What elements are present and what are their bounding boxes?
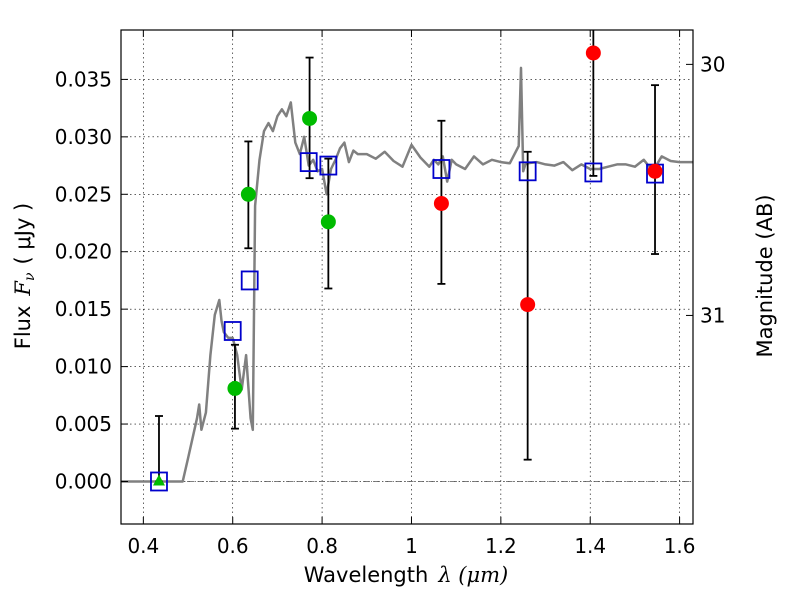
x-tick-label: 1: [405, 534, 418, 558]
mag-tick-label: 30: [700, 52, 725, 76]
axes-frame: [120, 29, 694, 525]
y-tick-label: 0.035: [55, 67, 112, 91]
x-axis-label: Wavelength λ (μm): [304, 563, 509, 587]
y-axis-ticks: 0.000 0.005 0.010 0.015 0.020 0.025 0.030 0.035: [55, 67, 128, 493]
y-axis-label: FluxFν( μJy ): [11, 203, 38, 349]
x-tick-label: 0.4: [127, 534, 159, 558]
magnitude-axis-label: Magnitude (AB): [753, 194, 777, 357]
x-tick-label: 1.4: [574, 534, 606, 558]
model-square-marker: [518, 161, 537, 182]
mag-tick-label: 31: [700, 303, 725, 327]
spectrum-line: [121, 66, 693, 483]
y-tick-label: 0.010: [55, 355, 112, 379]
flux-point-marker: [647, 163, 663, 179]
flux-point-marker: [302, 110, 318, 126]
flux-point-marker: [227, 380, 243, 396]
model-square-marker: [584, 162, 603, 183]
x-axis-ticks: 0.4 0.6 0.8 1 1.2 1.4 1.6: [127, 30, 696, 558]
y-tick-label: 0.020: [55, 240, 112, 264]
model-spectrum: [121, 66, 693, 483]
grid-lines: [121, 30, 693, 524]
model-square-marker: [223, 321, 242, 341]
y-tick-label: 0.025: [55, 182, 112, 206]
model-square-marker: [150, 471, 168, 492]
flux-point-marker: [433, 195, 449, 211]
y-tick-label: 0.030: [55, 125, 112, 149]
plot-frame: [120, 29, 694, 525]
flux-point-marker: [585, 45, 601, 61]
y-tick-label: 0.005: [55, 412, 112, 436]
flux-point-marker: [320, 214, 336, 230]
upper-limit-marker: [152, 474, 165, 486]
x-tick-label: 1.2: [485, 534, 517, 558]
flux-point-marker: [520, 297, 536, 313]
model-square-marker: [432, 159, 451, 179]
y-tick-label: 0.000: [55, 469, 112, 493]
flux-point-marker: [240, 186, 256, 202]
x-tick-label: 1.6: [664, 534, 696, 558]
y-tick-label: 0.015: [55, 297, 112, 321]
data-markers: [150, 45, 664, 492]
model-square-marker: [299, 152, 318, 173]
x-tick-label: 0.6: [217, 534, 249, 558]
model-square-marker: [319, 155, 338, 176]
model-square-marker: [240, 270, 259, 291]
x-tick-label: 0.8: [306, 534, 338, 558]
